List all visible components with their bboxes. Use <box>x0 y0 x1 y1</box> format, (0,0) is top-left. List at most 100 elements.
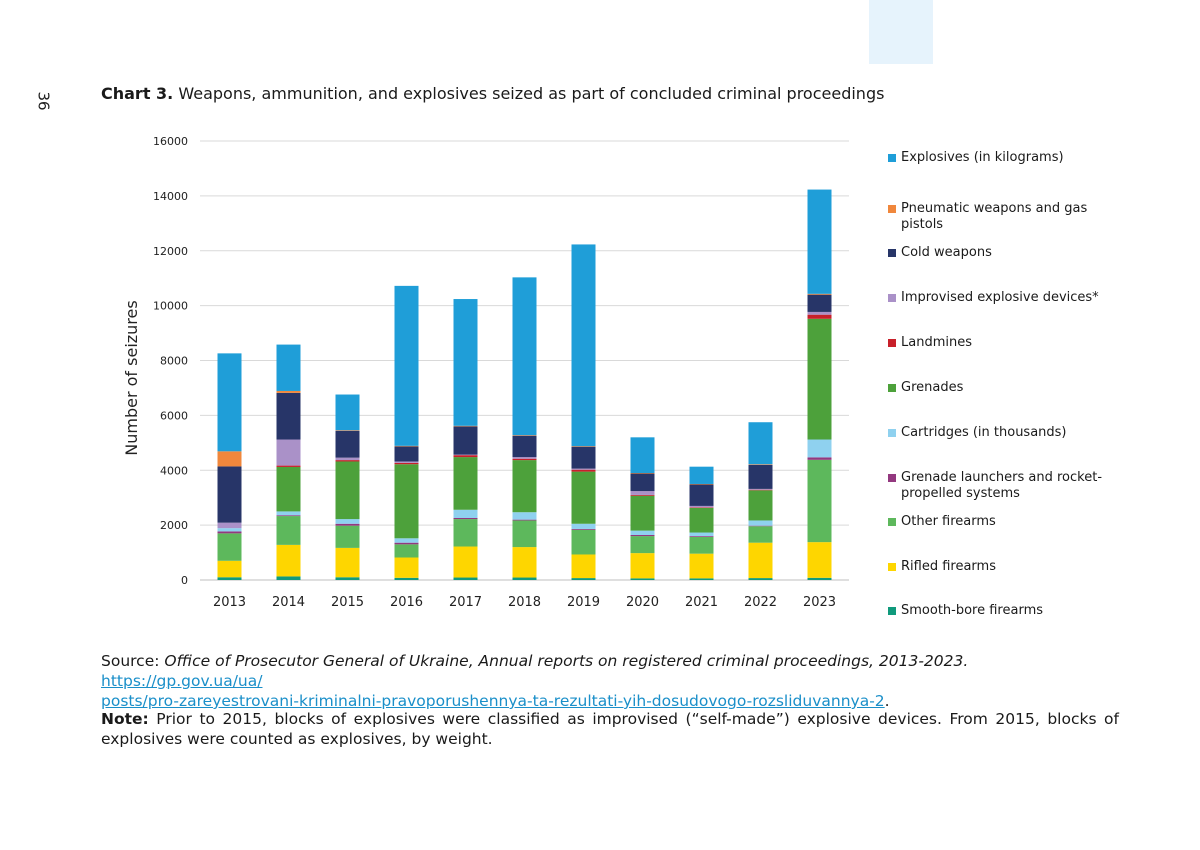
bar-segment <box>217 531 242 534</box>
bar-segment <box>630 536 655 554</box>
bar-segment <box>453 577 478 580</box>
bar-segment <box>689 466 714 484</box>
bar-segment <box>748 464 773 465</box>
bar-segment <box>335 457 360 461</box>
source-link[interactable]: https://gp.gov.ua/ua/posts/pro-zareyestr… <box>101 672 885 710</box>
bar-segment <box>748 489 773 491</box>
stacked-bar-chart: 0 2000 4000 6000 8000 10000 12000 14000 16000 Num… <box>122 135 849 610</box>
legend-label: Grenades <box>901 380 964 395</box>
bar-segment <box>807 577 832 580</box>
note-text: Prior to 2015, blocks of explosives were… <box>101 710 1119 748</box>
source-end: . <box>884 692 890 710</box>
source-reference: Office of Prosecutor General of Ukraine,… <box>164 652 969 670</box>
bar-segment <box>394 285 419 446</box>
bar-segment <box>394 557 419 578</box>
bar-segment <box>217 533 242 561</box>
bar-segment <box>276 576 301 580</box>
bar-segment <box>630 578 655 580</box>
bar-segment <box>807 318 832 440</box>
bar-segment <box>689 483 714 485</box>
bar-segment <box>748 464 773 489</box>
bar-segment <box>335 430 360 458</box>
bar-segment <box>394 544 419 558</box>
legend-swatch <box>888 518 896 526</box>
bar-segment <box>571 554 596 579</box>
corner-tab <box>869 0 933 64</box>
source-citation: Source: Office of Prosecutor General of … <box>101 651 1121 711</box>
legend-swatch <box>888 429 896 437</box>
bar-segment <box>630 494 655 496</box>
y-tick-label: 10000 <box>153 300 188 313</box>
bar-segment <box>689 507 714 533</box>
bar-segment <box>571 578 596 580</box>
legend-label: Grenade launchers and rocket-propelled s… <box>901 470 1103 501</box>
bar-segment <box>453 457 478 510</box>
bar-segment <box>276 392 301 440</box>
bar-segment <box>748 488 773 490</box>
bar-segment <box>571 471 596 524</box>
bar-segment <box>335 519 360 524</box>
bar-segment <box>453 546 478 578</box>
legend-swatch <box>888 384 896 392</box>
x-tick-label: 2018 <box>508 595 541 610</box>
bar-segment <box>689 532 714 537</box>
bar-segment <box>512 460 537 513</box>
x-tick-label: 2015 <box>331 595 364 610</box>
x-tick-label: 2017 <box>449 595 482 610</box>
bar-segment <box>276 439 301 466</box>
bar-segment <box>807 293 832 295</box>
source-link-line2: posts/pro-zareyestrovani-kriminalni-prav… <box>101 692 885 710</box>
legend-swatch <box>888 339 896 347</box>
legend-label: Landmines <box>901 335 972 350</box>
legend-label: Improvised explosive devices* <box>901 290 1099 305</box>
bar-segment <box>689 536 714 537</box>
bar-segment <box>571 523 596 529</box>
bar-segment <box>512 520 537 548</box>
bar-segment <box>571 529 596 555</box>
bar-segment <box>335 525 360 548</box>
source-label: Source: <box>101 652 160 670</box>
bar-segment <box>276 465 301 467</box>
bar-segment <box>512 519 537 521</box>
bar-segment <box>276 511 301 516</box>
legend-label: Smooth-bore firearms <box>901 603 1044 618</box>
bar-segment <box>276 516 301 545</box>
bar-segment <box>630 553 655 579</box>
note: Note: Prior to 2015, blocks of explosive… <box>101 709 1119 749</box>
bar-segment <box>512 457 537 459</box>
bar-segment <box>217 577 242 580</box>
x-tick-label: 2020 <box>626 595 659 610</box>
bar-segment <box>453 509 478 518</box>
y-tick-label: 12000 <box>153 245 188 258</box>
bar-segment <box>335 547 360 578</box>
bar-segment <box>217 528 242 532</box>
y-tick-label: 14000 <box>153 190 188 203</box>
y-tick-label: 8000 <box>160 355 188 368</box>
bar-segment <box>571 446 596 447</box>
bar-segment <box>807 457 832 460</box>
x-tick-label: 2021 <box>685 595 718 610</box>
bar-segment <box>748 520 773 526</box>
bar-segment <box>217 560 242 578</box>
bar-segment <box>630 495 655 531</box>
bar-segment <box>630 491 655 495</box>
bar-segment <box>807 189 832 294</box>
bar-segment <box>276 466 301 512</box>
bar-segment <box>571 528 596 530</box>
bar-segment <box>571 468 596 470</box>
bar-segment <box>453 455 478 458</box>
bar-segment <box>394 542 419 545</box>
bar-segment <box>453 517 478 520</box>
bar-segment <box>748 578 773 580</box>
bar-segment <box>276 515 301 517</box>
bar-segment <box>335 430 360 431</box>
bar-segment <box>453 519 478 547</box>
bar-segment <box>217 466 242 523</box>
legend-swatch <box>888 154 896 162</box>
bar-segment <box>571 469 596 472</box>
bar-segment <box>748 422 773 465</box>
x-tick-label: 2023 <box>803 595 836 610</box>
chart-title-prefix: Chart 3. <box>101 84 174 103</box>
bar-segment <box>512 435 537 436</box>
bar-segment <box>394 446 419 462</box>
